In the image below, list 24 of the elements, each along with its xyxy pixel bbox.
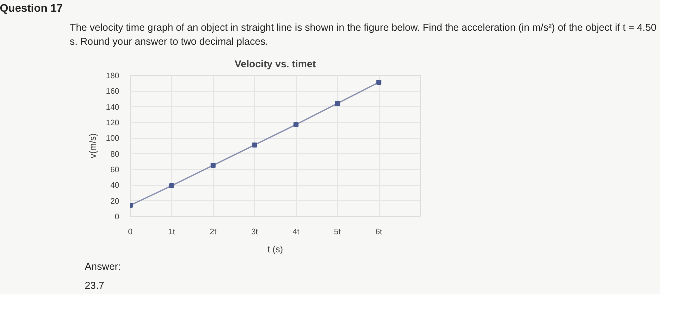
y-tick-label: 0 [115, 212, 120, 222]
text: Question 17 [0, 2, 63, 17]
x-tick-label: 0 [128, 228, 134, 237]
y-tick-label: 40 [110, 181, 120, 190]
y-tick-label: 160 [106, 87, 120, 96]
text: Answer: [85, 261, 122, 276]
x-tick-label: 6t [376, 228, 384, 237]
y-tick-label: 80 [110, 150, 120, 160]
x-tick-label: 5t [334, 228, 342, 237]
y-tick-label: 100 [106, 134, 120, 144]
y-tick-label: 140 [106, 103, 120, 112]
x-tick-label: 1t [168, 228, 176, 237]
chart-title: Velocity vs. timet [234, 60, 317, 71]
text: 23.7 [85, 280, 104, 294]
y-tick-label: 120 [106, 118, 120, 128]
text: The velocity time graph of an object in straight line is shown in the figure below. Find the acceleration (in m/s²) of the object if t = 4.50 s. Round your answer to two decimal places. [70, 22, 658, 50]
x-tick-label: 4t [292, 228, 300, 237]
y-tick-label: 60 [110, 166, 120, 175]
x-tick-label: 3t [251, 228, 259, 237]
y-tick-label: 180 [106, 72, 120, 81]
x-tick-label: 2t [210, 228, 218, 237]
y-tick-label: 20 [110, 197, 120, 206]
y-axis-title: v(m/s) [88, 134, 98, 159]
x-axis-title: t (s) [268, 244, 284, 255]
